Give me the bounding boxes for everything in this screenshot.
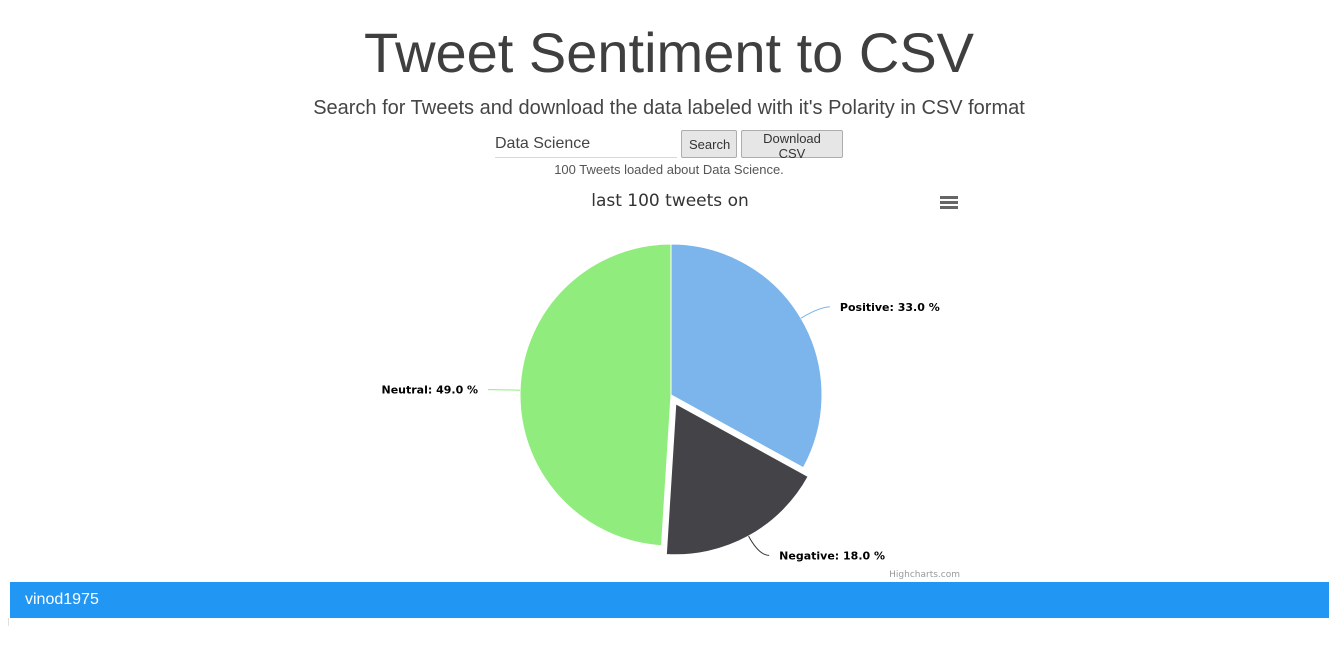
status-text: 100 Tweets loaded about Data Science. bbox=[554, 162, 784, 177]
footer-edge bbox=[8, 618, 9, 626]
pie-slice-negative[interactable] bbox=[665, 402, 809, 556]
pie-slice-neutral[interactable] bbox=[519, 243, 672, 547]
connector-neutral bbox=[488, 389, 521, 391]
pie-slice-positive[interactable] bbox=[670, 243, 823, 469]
search-button[interactable]: Search bbox=[681, 130, 737, 158]
data-label-positive: Positive: 33.0 % bbox=[840, 301, 940, 314]
search-input[interactable] bbox=[495, 131, 677, 158]
pie-slices bbox=[519, 243, 823, 556]
pie-labels: Positive: 33.0 % Negative: 18.0 % Neutral:… bbox=[381, 301, 939, 562]
highcharts-credits[interactable]: Highcharts.com bbox=[889, 570, 960, 580]
connector-negative bbox=[748, 535, 770, 556]
page-subtitle: Search for Tweets and download the data … bbox=[313, 97, 1025, 119]
sentiment-pie-chart: last 100 tweets on Positive: 33.0 % Negat… bbox=[381, 191, 960, 580]
page-title: Tweet Sentiment to CSV bbox=[363, 21, 975, 84]
download-csv-button[interactable]: Download CSV bbox=[741, 130, 843, 161]
footer-username: vinod1975 bbox=[25, 591, 99, 608]
connector-positive bbox=[800, 306, 830, 319]
hamburger-menu-icon[interactable] bbox=[940, 196, 958, 209]
data-label-neutral: Neutral: 49.0 % bbox=[381, 384, 478, 397]
chart-title: last 100 tweets on bbox=[591, 191, 749, 211]
footer-bar: vinod1975 bbox=[10, 582, 1329, 618]
data-label-negative: Negative: 18.0 % bbox=[779, 549, 885, 562]
